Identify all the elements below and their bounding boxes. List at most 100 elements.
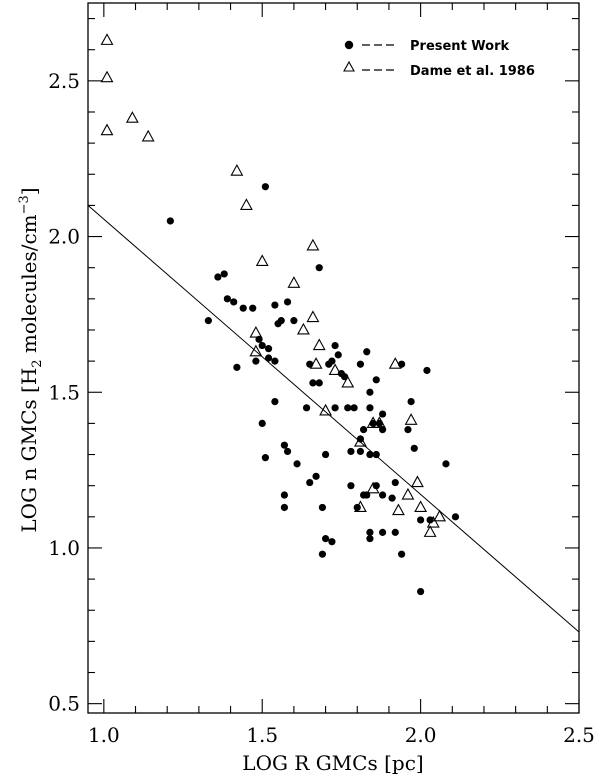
legend: Present Work Dame et al. 1986 [343, 39, 535, 79]
point-present-work [334, 351, 342, 359]
point-present-work [204, 317, 212, 325]
point-present-work [344, 404, 352, 412]
y-axis-label: LOG n GMCs [H2 molecules/cm−3] [17, 187, 45, 532]
point-present-work [239, 304, 247, 312]
point-dame-1986 [230, 164, 244, 176]
point-present-work [423, 366, 431, 375]
y-tick-labels: 0.5 1.0 1.5 2.0 2.5 [48, 69, 80, 716]
series-dame-1986 [100, 33, 447, 537]
fit-line-group [87, 205, 580, 633]
fit-line [87, 205, 580, 633]
point-present-work [366, 388, 374, 396]
y-axis-label-prefix: LOG n GMCs [H [17, 368, 41, 533]
point-dame-1986 [328, 363, 342, 376]
point-present-work [331, 341, 339, 350]
y-tick-label: 1.0 [48, 536, 80, 560]
point-dame-1986 [341, 375, 355, 388]
point-present-work [230, 298, 238, 306]
y-tick-label: 0.5 [48, 692, 80, 716]
point-dame-1986 [125, 111, 139, 123]
point-present-work [350, 404, 358, 412]
point-dame-1986 [249, 325, 263, 338]
y-ticks [88, 18, 579, 705]
point-present-work [318, 550, 327, 558]
point-dame-1986 [353, 500, 367, 513]
y-axis-label-subscript: 2 [30, 359, 45, 367]
point-dame-1986 [306, 238, 320, 251]
point-dame-1986 [100, 33, 114, 45]
x-tick-label: 1.0 [88, 723, 120, 747]
point-dame-1986 [312, 338, 326, 351]
point-dame-1986 [353, 434, 367, 447]
point-present-work [417, 587, 425, 596]
point-present-work [302, 404, 311, 412]
point-present-work [233, 363, 241, 371]
point-present-work [372, 482, 380, 490]
point-dame-1986 [249, 344, 263, 357]
point-present-work [451, 513, 460, 521]
point-present-work [426, 516, 434, 524]
point-present-work [372, 450, 380, 459]
point-present-work [280, 491, 288, 499]
point-present-work [442, 460, 450, 468]
point-present-work [379, 528, 387, 536]
point-dame-1986 [426, 515, 440, 528]
point-dame-1986 [411, 475, 424, 488]
legend-label-dame: Dame et al. 1986 [410, 64, 535, 79]
point-present-work [252, 357, 260, 365]
x-tick-label: 2.5 [563, 723, 595, 747]
point-dame-1986 [388, 357, 402, 369]
point-present-work [258, 419, 266, 427]
point-present-work [391, 478, 399, 487]
point-present-work [283, 447, 292, 456]
point-present-work [223, 295, 231, 303]
legend-label-present-work: Present Work [410, 39, 510, 54]
x-axis-label: LOG R GMCs [pc] [242, 751, 423, 775]
x-tick-label: 1.5 [246, 723, 278, 747]
x-tick-labels: 1.0 1.5 2.0 2.5 [88, 723, 595, 747]
point-present-work [366, 404, 374, 412]
point-dame-1986 [404, 413, 418, 425]
point-present-work [271, 357, 279, 365]
point-present-work [261, 183, 269, 191]
point-present-work [258, 341, 266, 350]
point-present-work [321, 450, 330, 459]
legend-marker-present-work [344, 40, 354, 50]
y-tick-label: 1.5 [48, 380, 80, 404]
point-present-work [274, 320, 282, 328]
point-present-work [366, 535, 374, 543]
point-present-work [347, 482, 355, 490]
point-present-work [293, 460, 301, 468]
y-tick-label: 2.5 [48, 69, 80, 93]
point-dame-1986 [296, 322, 310, 335]
series-present-work [166, 183, 460, 596]
point-dame-1986 [373, 416, 386, 428]
point-present-work [315, 379, 323, 387]
y-tick-label: 2.0 [48, 225, 80, 249]
point-present-work [417, 516, 425, 524]
point-present-work [283, 298, 292, 306]
point-present-work [264, 354, 273, 362]
point-present-work [363, 348, 371, 356]
point-present-work [388, 494, 396, 502]
point-dame-1986 [100, 70, 114, 83]
point-dame-1986 [366, 481, 380, 494]
point-dame-1986 [423, 525, 437, 537]
point-dame-1986 [141, 129, 155, 142]
point-dame-1986 [287, 276, 301, 288]
point-dame-1986 [366, 416, 380, 428]
point-dame-1986 [309, 357, 323, 369]
plot-frame [87, 2, 580, 714]
x-ticks [103, 3, 580, 713]
point-present-work [271, 301, 279, 309]
point-present-work [398, 550, 406, 558]
point-dame-1986 [239, 198, 253, 210]
point-present-work [315, 264, 323, 272]
point-dame-1986 [319, 403, 333, 416]
point-present-work [356, 435, 365, 443]
point-dame-1986 [255, 254, 269, 267]
point-present-work [309, 379, 317, 387]
y-axis-label-superscript: −3 [17, 195, 32, 214]
point-present-work [331, 404, 339, 412]
